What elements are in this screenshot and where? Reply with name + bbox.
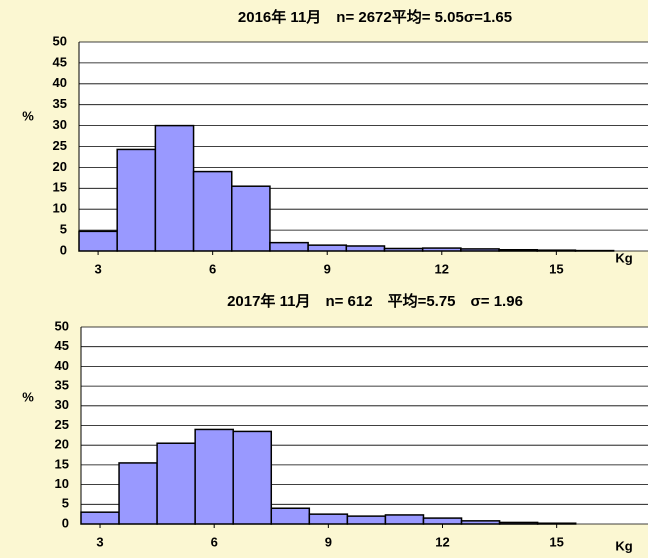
x-tick-label: 3 bbox=[96, 534, 103, 549]
y-tick-label: 35 bbox=[53, 96, 67, 111]
bar bbox=[116, 148, 157, 252]
x-tick-label: 15 bbox=[549, 534, 563, 549]
chart-title: 2016年 11月 n= 2672平均= 5.05σ=1.65 bbox=[238, 8, 512, 26]
bar bbox=[156, 442, 196, 525]
y-tick-label: 15 bbox=[53, 180, 67, 195]
y-tick-label: 10 bbox=[53, 201, 67, 216]
bar bbox=[80, 511, 120, 525]
x-tick-label: 6 bbox=[209, 261, 216, 276]
bar bbox=[269, 241, 309, 252]
bar bbox=[346, 515, 387, 525]
bar bbox=[421, 247, 462, 252]
y-tick-label: 10 bbox=[55, 476, 69, 491]
bar bbox=[460, 520, 501, 525]
bar bbox=[498, 248, 539, 252]
bar bbox=[231, 185, 271, 252]
bar bbox=[78, 230, 118, 252]
y-axis-label: % bbox=[22, 389, 34, 404]
bar bbox=[536, 522, 577, 525]
bar bbox=[270, 507, 311, 525]
y-tick-label: 20 bbox=[55, 437, 69, 452]
y-tick-label: 30 bbox=[55, 397, 69, 412]
bar bbox=[498, 521, 539, 525]
bar bbox=[154, 124, 195, 252]
x-tick-label: 12 bbox=[435, 261, 449, 276]
bar bbox=[536, 249, 577, 252]
y-tick-label: 40 bbox=[55, 358, 69, 373]
y-tick-label: 45 bbox=[55, 338, 69, 353]
y-axis-label: % bbox=[22, 109, 34, 124]
y-tick-label: 50 bbox=[55, 318, 69, 333]
y-tick-label: 25 bbox=[55, 417, 69, 432]
y-tick-label: 30 bbox=[53, 117, 67, 132]
bar bbox=[308, 513, 349, 525]
x-tick-label: 9 bbox=[324, 261, 331, 276]
x-tick-label: 6 bbox=[211, 534, 218, 549]
y-tick-label: 45 bbox=[53, 54, 67, 69]
x-tick-label: 12 bbox=[435, 534, 449, 549]
y-tick-label: 15 bbox=[55, 456, 69, 471]
x-axis-label: Kg bbox=[615, 250, 632, 265]
x-tick-label: 3 bbox=[94, 261, 101, 276]
bar bbox=[345, 245, 386, 252]
bar bbox=[194, 428, 234, 525]
bar bbox=[307, 244, 348, 252]
bar bbox=[383, 247, 424, 252]
chart-title: 2017年 11月 n= 612 平均=5.75 σ= 1.96 bbox=[227, 292, 523, 310]
bar bbox=[118, 462, 158, 525]
x-axis-label: Kg bbox=[615, 538, 632, 553]
bar bbox=[232, 430, 273, 525]
y-tick-label: 50 bbox=[53, 33, 67, 48]
y-tick-label: 0 bbox=[60, 242, 67, 257]
bar bbox=[192, 170, 233, 252]
bar bbox=[384, 514, 425, 525]
y-tick-label: 40 bbox=[53, 75, 67, 90]
y-tick-label: 25 bbox=[53, 138, 67, 153]
bar bbox=[460, 248, 500, 252]
x-tick-label: 9 bbox=[325, 534, 332, 549]
y-tick-label: 5 bbox=[60, 222, 67, 237]
y-tick-label: 35 bbox=[55, 378, 69, 393]
y-tick-label: 0 bbox=[62, 515, 69, 530]
bar bbox=[422, 517, 463, 525]
y-tick-label: 20 bbox=[53, 159, 67, 174]
y-tick-label: 5 bbox=[62, 496, 69, 511]
x-tick-label: 15 bbox=[549, 261, 563, 276]
